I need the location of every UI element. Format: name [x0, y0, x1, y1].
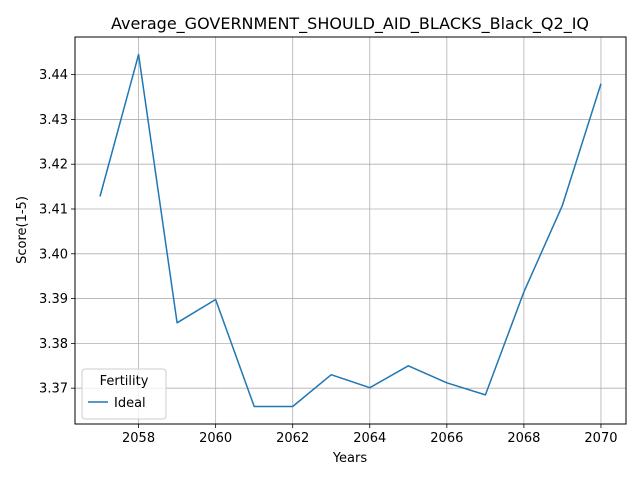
y-tick-label: 3.43	[39, 113, 68, 128]
y-tick-label: 3.44	[39, 68, 68, 83]
legend-entry-label: Ideal	[114, 396, 146, 411]
chart-title: Average_GOVERNMENT_SHOULD_AID_BLACKS_Bla…	[111, 14, 589, 34]
y-tick-label: 3.38	[39, 337, 68, 352]
x-tick-label: 2066	[430, 431, 463, 446]
x-tick-label: 2058	[122, 431, 155, 446]
plot-frame	[74, 36, 627, 425]
x-tick-label: 2062	[276, 431, 309, 446]
x-axis-label: Years	[332, 451, 368, 466]
series-layer	[99, 53, 602, 408]
y-tick-label: 3.37	[39, 382, 68, 397]
grid-lines	[75, 37, 626, 424]
y-axis-ticks: 3.37 3.38 3.39 3.40 3.41 3.42 3.43 3.44	[39, 68, 75, 397]
x-tick-label: 2064	[353, 431, 386, 446]
y-tick-label: 3.41	[39, 203, 68, 218]
y-tick-label: 3.42	[39, 158, 68, 173]
legend: Fertility Ideal	[81, 368, 167, 420]
x-tick-label: 2068	[507, 431, 540, 446]
x-tick-label: 2070	[584, 431, 617, 446]
y-tick-label: 3.39	[39, 292, 68, 307]
legend-title: Fertility	[100, 374, 149, 389]
y-axis-label: Score(1-5)	[15, 196, 30, 264]
y-tick-label: 3.40	[39, 247, 68, 262]
legend-box	[81, 368, 167, 420]
x-axis-ticks: 2058 2060 2062 2064 2066 2068 2070	[122, 424, 618, 446]
series-line-ideal	[99, 53, 602, 408]
x-tick-label: 2060	[199, 431, 232, 446]
